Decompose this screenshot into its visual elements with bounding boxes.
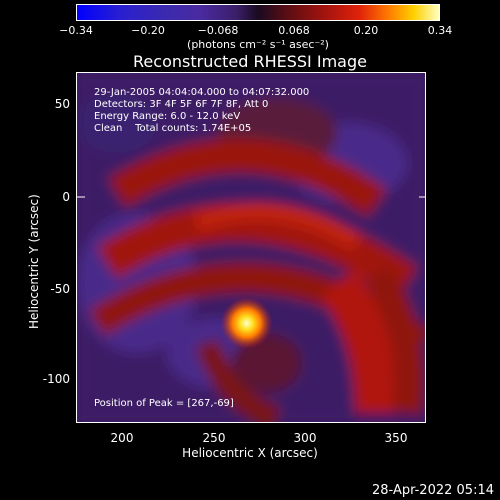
y-tick-label: 0 — [62, 190, 70, 204]
colorbar-gradient — [76, 4, 440, 21]
peak-position-label: Position of Peak = [267,-69] — [94, 398, 234, 409]
colorbar-tick: 0.20 — [353, 24, 379, 37]
x-tick-label: 250 — [202, 431, 226, 445]
colorbar-tick: −0.20 — [131, 24, 165, 37]
info-energy-range: Energy Range: 6.0 - 12.0 keV — [94, 111, 241, 122]
heatmap-structure — [77, 73, 425, 422]
colorbar-tick: −0.068 — [197, 24, 239, 37]
y-tick-label: -50 — [50, 282, 70, 296]
x-tick-label: 300 — [293, 431, 317, 445]
y-axis-label: Heliocentric Y (arcsec) — [27, 194, 41, 329]
plot-title: Reconstructed RHESSI Image — [133, 52, 367, 71]
info-detectors: Detectors: 3F 4F 5F 6F 7F 8F, Att 0 — [94, 99, 269, 110]
heatmap-plot — [76, 72, 426, 423]
colorbar-unit-label: (photons cm⁻² s⁻¹ asec⁻²) — [187, 38, 329, 51]
info-time-range: 29-Jan-2005 04:04:04.000 to 04:07:32.000 — [94, 87, 310, 98]
render-timestamp: 28-Apr-2022 05:14 — [372, 483, 494, 498]
x-tick-label: 350 — [384, 431, 408, 445]
y-tick-label: -100 — [42, 372, 70, 386]
colorbar-tick: −0.34 — [59, 24, 93, 37]
colorbar — [76, 4, 440, 21]
x-tick-label: 200 — [110, 431, 134, 445]
heatmap-image — [77, 73, 425, 422]
colorbar-tick: 0.068 — [278, 24, 310, 37]
colorbar-tick: 0.34 — [427, 24, 453, 37]
peak-source — [220, 297, 273, 350]
info-clean-counts: Clean Total counts: 1.74E+05 — [94, 123, 252, 134]
x-axis-label: Heliocentric X (arcsec) — [182, 446, 318, 460]
y-tick-label: 50 — [54, 97, 70, 111]
